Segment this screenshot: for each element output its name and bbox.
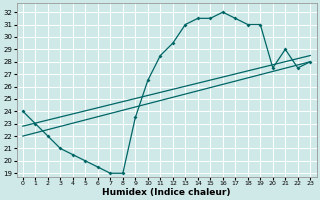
X-axis label: Humidex (Indice chaleur): Humidex (Indice chaleur) xyxy=(102,188,231,197)
